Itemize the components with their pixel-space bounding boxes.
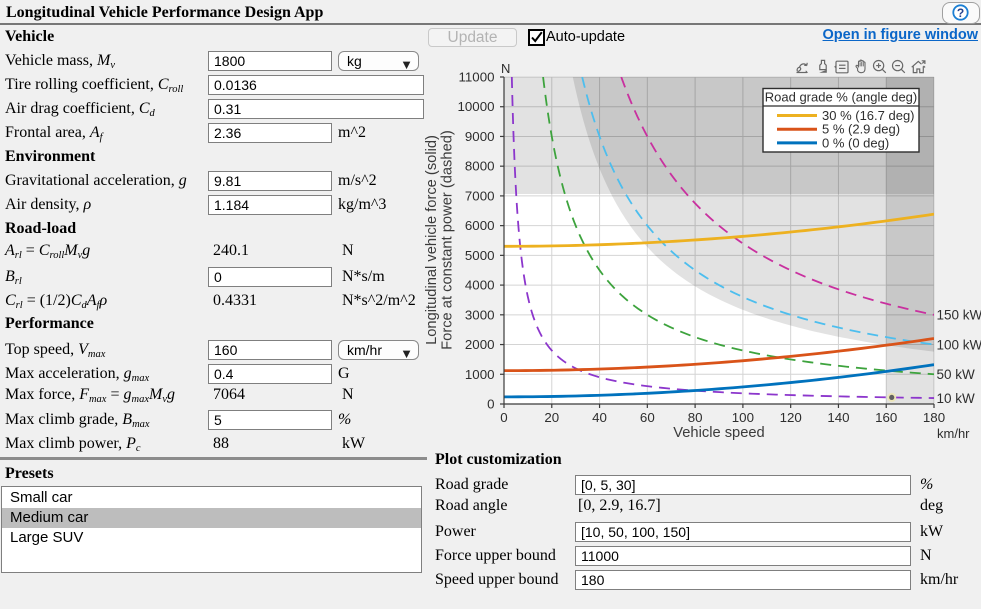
svg-text:0 % (0 deg): 0 % (0 deg) bbox=[822, 135, 889, 150]
svg-text:?: ? bbox=[957, 6, 964, 20]
svg-text:150 kW: 150 kW bbox=[937, 308, 981, 323]
svg-text:Longitudinal vehicle force (so: Longitudinal vehicle force (solid) bbox=[425, 135, 440, 345]
svg-text:40: 40 bbox=[592, 410, 607, 425]
svg-text:100: 100 bbox=[732, 410, 754, 425]
svg-text:Force at constant power (dashe: Force at constant power (dashed) bbox=[440, 130, 456, 350]
svg-text:160: 160 bbox=[875, 410, 897, 425]
svg-text:8000: 8000 bbox=[465, 159, 495, 174]
svg-text:50 kW: 50 kW bbox=[937, 367, 976, 382]
svg-text:5 % (2.9 deg): 5 % (2.9 deg) bbox=[822, 122, 900, 137]
svg-text:10 kW: 10 kW bbox=[937, 391, 976, 406]
svg-text:20: 20 bbox=[544, 410, 559, 425]
svg-text:3000: 3000 bbox=[465, 307, 495, 322]
svg-text:km/hr: km/hr bbox=[937, 426, 970, 441]
svg-text:60: 60 bbox=[640, 410, 655, 425]
svg-text:7000: 7000 bbox=[465, 188, 495, 203]
svg-text:Road grade % (angle deg): Road grade % (angle deg) bbox=[765, 90, 918, 105]
svg-text:1000: 1000 bbox=[465, 367, 495, 382]
svg-text:80: 80 bbox=[688, 410, 703, 425]
svg-text:11000: 11000 bbox=[459, 70, 495, 85]
svg-text:100 kW: 100 kW bbox=[937, 337, 981, 352]
svg-text:30 % (16.7 deg): 30 % (16.7 deg) bbox=[822, 108, 915, 123]
svg-text:5000: 5000 bbox=[465, 248, 495, 263]
svg-text:N: N bbox=[501, 61, 510, 76]
svg-text:180: 180 bbox=[923, 410, 945, 425]
svg-text:9000: 9000 bbox=[465, 129, 495, 144]
svg-text:0: 0 bbox=[500, 410, 507, 425]
svg-text:6000: 6000 bbox=[465, 218, 495, 233]
svg-text:4000: 4000 bbox=[465, 278, 495, 293]
svg-text:120: 120 bbox=[780, 410, 802, 425]
svg-text:Vehicle speed: Vehicle speed bbox=[673, 425, 764, 441]
svg-text:0: 0 bbox=[487, 397, 494, 412]
svg-text:10000: 10000 bbox=[458, 99, 495, 114]
svg-text:140: 140 bbox=[827, 410, 849, 425]
svg-text:2000: 2000 bbox=[465, 337, 495, 352]
